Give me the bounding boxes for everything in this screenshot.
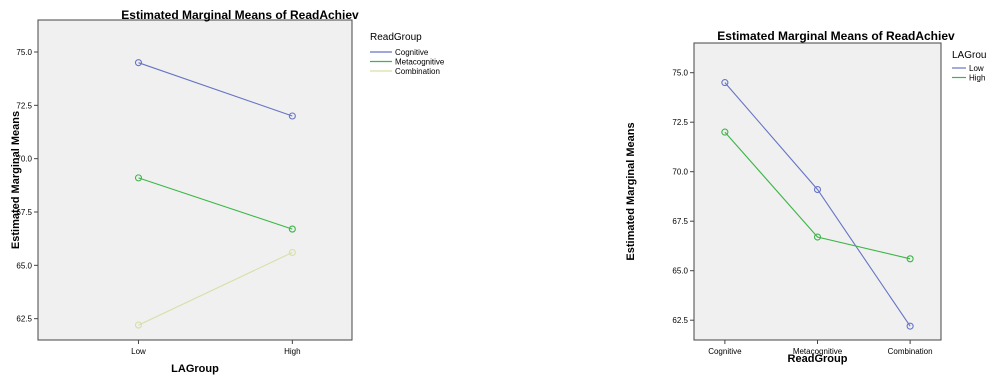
series-line <box>138 62 293 117</box>
legend-title: ReadGroup <box>370 32 422 43</box>
series-low <box>721 79 914 330</box>
legend-title: LAGroup <box>952 50 987 61</box>
x-tick-label: Metacognitive <box>793 347 843 356</box>
data-point <box>906 255 914 263</box>
series-combination <box>134 248 296 329</box>
y-tick-label: 62.5 <box>16 315 32 324</box>
y-tick-label: 70.0 <box>672 168 688 177</box>
y-tick-label: 72.5 <box>672 118 688 127</box>
series-line <box>724 131 911 260</box>
series-cognitive <box>134 59 296 120</box>
series-high <box>721 128 914 263</box>
x-tick-label: Low <box>131 347 146 356</box>
legend-entry: Low <box>969 64 984 73</box>
data-point <box>134 59 143 67</box>
chart-title: Estimated Marginal Means of ReadAchiev <box>717 29 955 43</box>
series-line <box>138 177 293 230</box>
y-axis-title: Estimated Marginal Means <box>625 122 637 260</box>
chart-left: Estimated Marginal Means of ReadAchiev 62… <box>10 8 445 375</box>
legend-entry: High <box>969 74 985 83</box>
y-tick-label: 72.5 <box>16 101 32 110</box>
y-axis-title: Estimated Marginal Means <box>10 111 22 249</box>
plot-area <box>693 42 942 341</box>
data-point <box>134 321 143 329</box>
chart-title: Estimated Marginal Means of ReadAchiev <box>121 8 359 22</box>
data-point <box>813 185 822 194</box>
x-axis-title: ReadGroup <box>788 353 848 365</box>
data-point <box>813 233 822 241</box>
series-metacognitive <box>134 174 296 233</box>
y-tick-label: 67.5 <box>16 208 32 217</box>
data-point <box>288 112 296 120</box>
x-tick-label: High <box>284 347 300 356</box>
y-tick-label: 75.0 <box>16 48 32 57</box>
data-point <box>906 322 914 330</box>
y-tick-label: 75.0 <box>672 69 688 78</box>
x-tick-label: Cognitive <box>708 347 742 356</box>
data-point <box>134 174 143 182</box>
data-point <box>288 248 296 257</box>
chart-right: Estimated Marginal Means of ReadAchiev 62… <box>625 29 987 365</box>
series-line <box>724 82 911 327</box>
legend-entry: Cognitive <box>395 48 429 57</box>
y-tick-label: 70.0 <box>16 155 32 164</box>
y-tick-label: 62.5 <box>672 316 688 325</box>
legend: ReadGroup CognitiveMetacognitiveCombinati… <box>370 32 445 76</box>
data-point <box>721 128 729 136</box>
series-line <box>138 252 293 326</box>
legend-entry: Metacognitive <box>395 58 445 67</box>
y-tick-label: 65.0 <box>672 267 688 276</box>
x-tick-label: Combination <box>888 347 933 356</box>
y-tick-label: 67.5 <box>672 217 688 226</box>
legend-entry: Combination <box>395 67 440 76</box>
data-point <box>288 225 296 233</box>
y-tick-label: 65.0 <box>16 261 32 270</box>
plot-area <box>37 19 353 341</box>
data-point <box>721 79 729 87</box>
x-axis-title: LAGroup <box>171 363 219 375</box>
